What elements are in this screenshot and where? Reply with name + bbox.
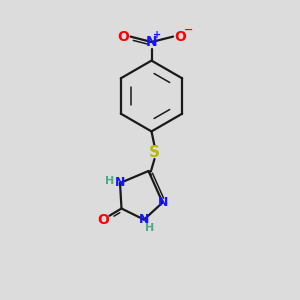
Text: S: S (149, 145, 160, 160)
Text: O: O (175, 30, 187, 44)
Text: N: N (115, 176, 125, 190)
Text: N: N (146, 35, 157, 49)
Text: H: H (146, 223, 154, 233)
Text: O: O (117, 30, 129, 44)
Text: −: − (184, 25, 194, 35)
Text: N: N (139, 213, 149, 226)
Text: +: + (153, 29, 162, 40)
Text: H: H (105, 176, 114, 187)
Text: O: O (98, 213, 110, 227)
Text: N: N (158, 196, 168, 209)
